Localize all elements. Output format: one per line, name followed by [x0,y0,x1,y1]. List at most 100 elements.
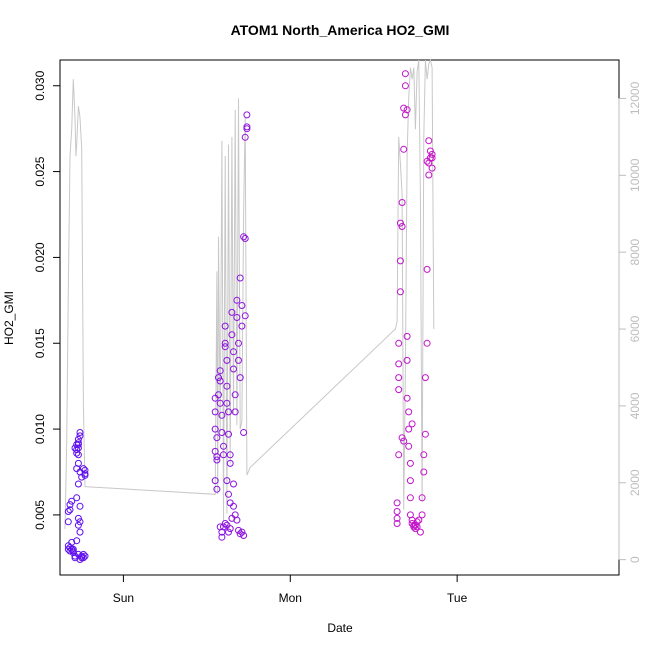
data-point [428,164,436,172]
data-point [223,477,231,485]
data-point [401,70,409,78]
data-point [405,442,413,450]
data-point [396,288,404,296]
data-point [218,533,226,541]
data-point [405,425,413,433]
x-axis: Sun Mon Tue [113,574,468,605]
data-point [225,430,232,438]
data-point [76,502,84,510]
data-point [236,374,244,382]
data-point [68,538,76,546]
data-point [236,530,244,538]
data-point [236,274,244,282]
y2-axis: 0 2000 4000 6000 8000 10000 12000 [618,81,642,563]
data-point [241,235,249,242]
data-point [74,480,82,488]
data-point [226,525,234,533]
data-point [395,360,403,368]
data-point [413,518,421,526]
data-point [226,499,234,507]
data-point [76,432,84,440]
data-point [221,520,229,527]
data-point [235,356,242,364]
data-point [243,111,251,119]
data-point [413,523,421,531]
data-point [220,442,227,450]
data-point [423,339,431,347]
data-point [213,485,221,493]
y-tick-label: 0.005 [33,500,47,530]
data-point [78,552,86,560]
data-point [218,429,226,436]
data-point [218,411,226,419]
data-point [428,150,436,158]
data-point [395,374,403,382]
y2-tick-label: 10000 [628,158,642,192]
data-point [76,429,84,436]
data-point [400,104,408,112]
data-point [393,514,401,522]
data-point [74,435,82,443]
data-point [215,374,222,382]
data-point [395,339,403,347]
data-point [79,465,87,473]
data-point [220,451,227,459]
data-point [401,82,409,90]
data-point [238,322,246,330]
data-point [216,377,224,385]
data-point [225,528,232,536]
y-axis: 0.005 0.010 0.015 0.020 0.025 0.030 [33,70,61,530]
data-point [421,430,429,438]
data-point [415,516,423,524]
y2-tick-label: 0 [628,556,642,563]
data-point [423,265,431,273]
data-point [420,451,428,459]
plot-frame [59,59,620,576]
y2-tick-label: 8000 [628,238,642,265]
x-tick-label: Sun [113,591,134,605]
data-point [416,528,424,536]
data-point [230,480,237,488]
data-point [233,516,241,524]
data-point [428,154,436,162]
y2-tick-label: 2000 [628,469,642,496]
data-point [425,171,433,179]
data-point [408,520,416,527]
data-point [393,508,401,515]
data-point [243,123,251,131]
data-point [425,137,433,145]
data-point [73,537,81,545]
data-point [231,408,239,416]
data-point [411,525,419,533]
data-point [240,429,248,436]
data-point [69,545,77,553]
data-point [213,434,221,442]
data-point [406,477,414,485]
data-point [230,502,237,510]
data-point [64,518,72,526]
data-point [403,394,411,402]
data-point [221,343,229,351]
points-layer [64,70,436,563]
data-point [216,399,224,407]
data-point [216,367,224,375]
data-point [230,365,237,373]
x-tick-label: Mon [279,591,302,605]
data-point [76,556,84,563]
data-point [213,456,221,464]
data-point [395,451,403,459]
data-point [240,532,248,539]
data-point [233,296,241,304]
data-point [418,511,426,519]
y-tick-label: 0.015 [33,328,47,358]
data-point [66,547,74,555]
data-point [426,147,434,155]
data-point [228,331,236,339]
data-point [81,471,89,479]
y2-tick-label: 6000 [628,315,642,342]
data-point [241,133,249,141]
data-point [221,322,229,330]
data-point [81,552,89,560]
data-point [231,391,239,399]
